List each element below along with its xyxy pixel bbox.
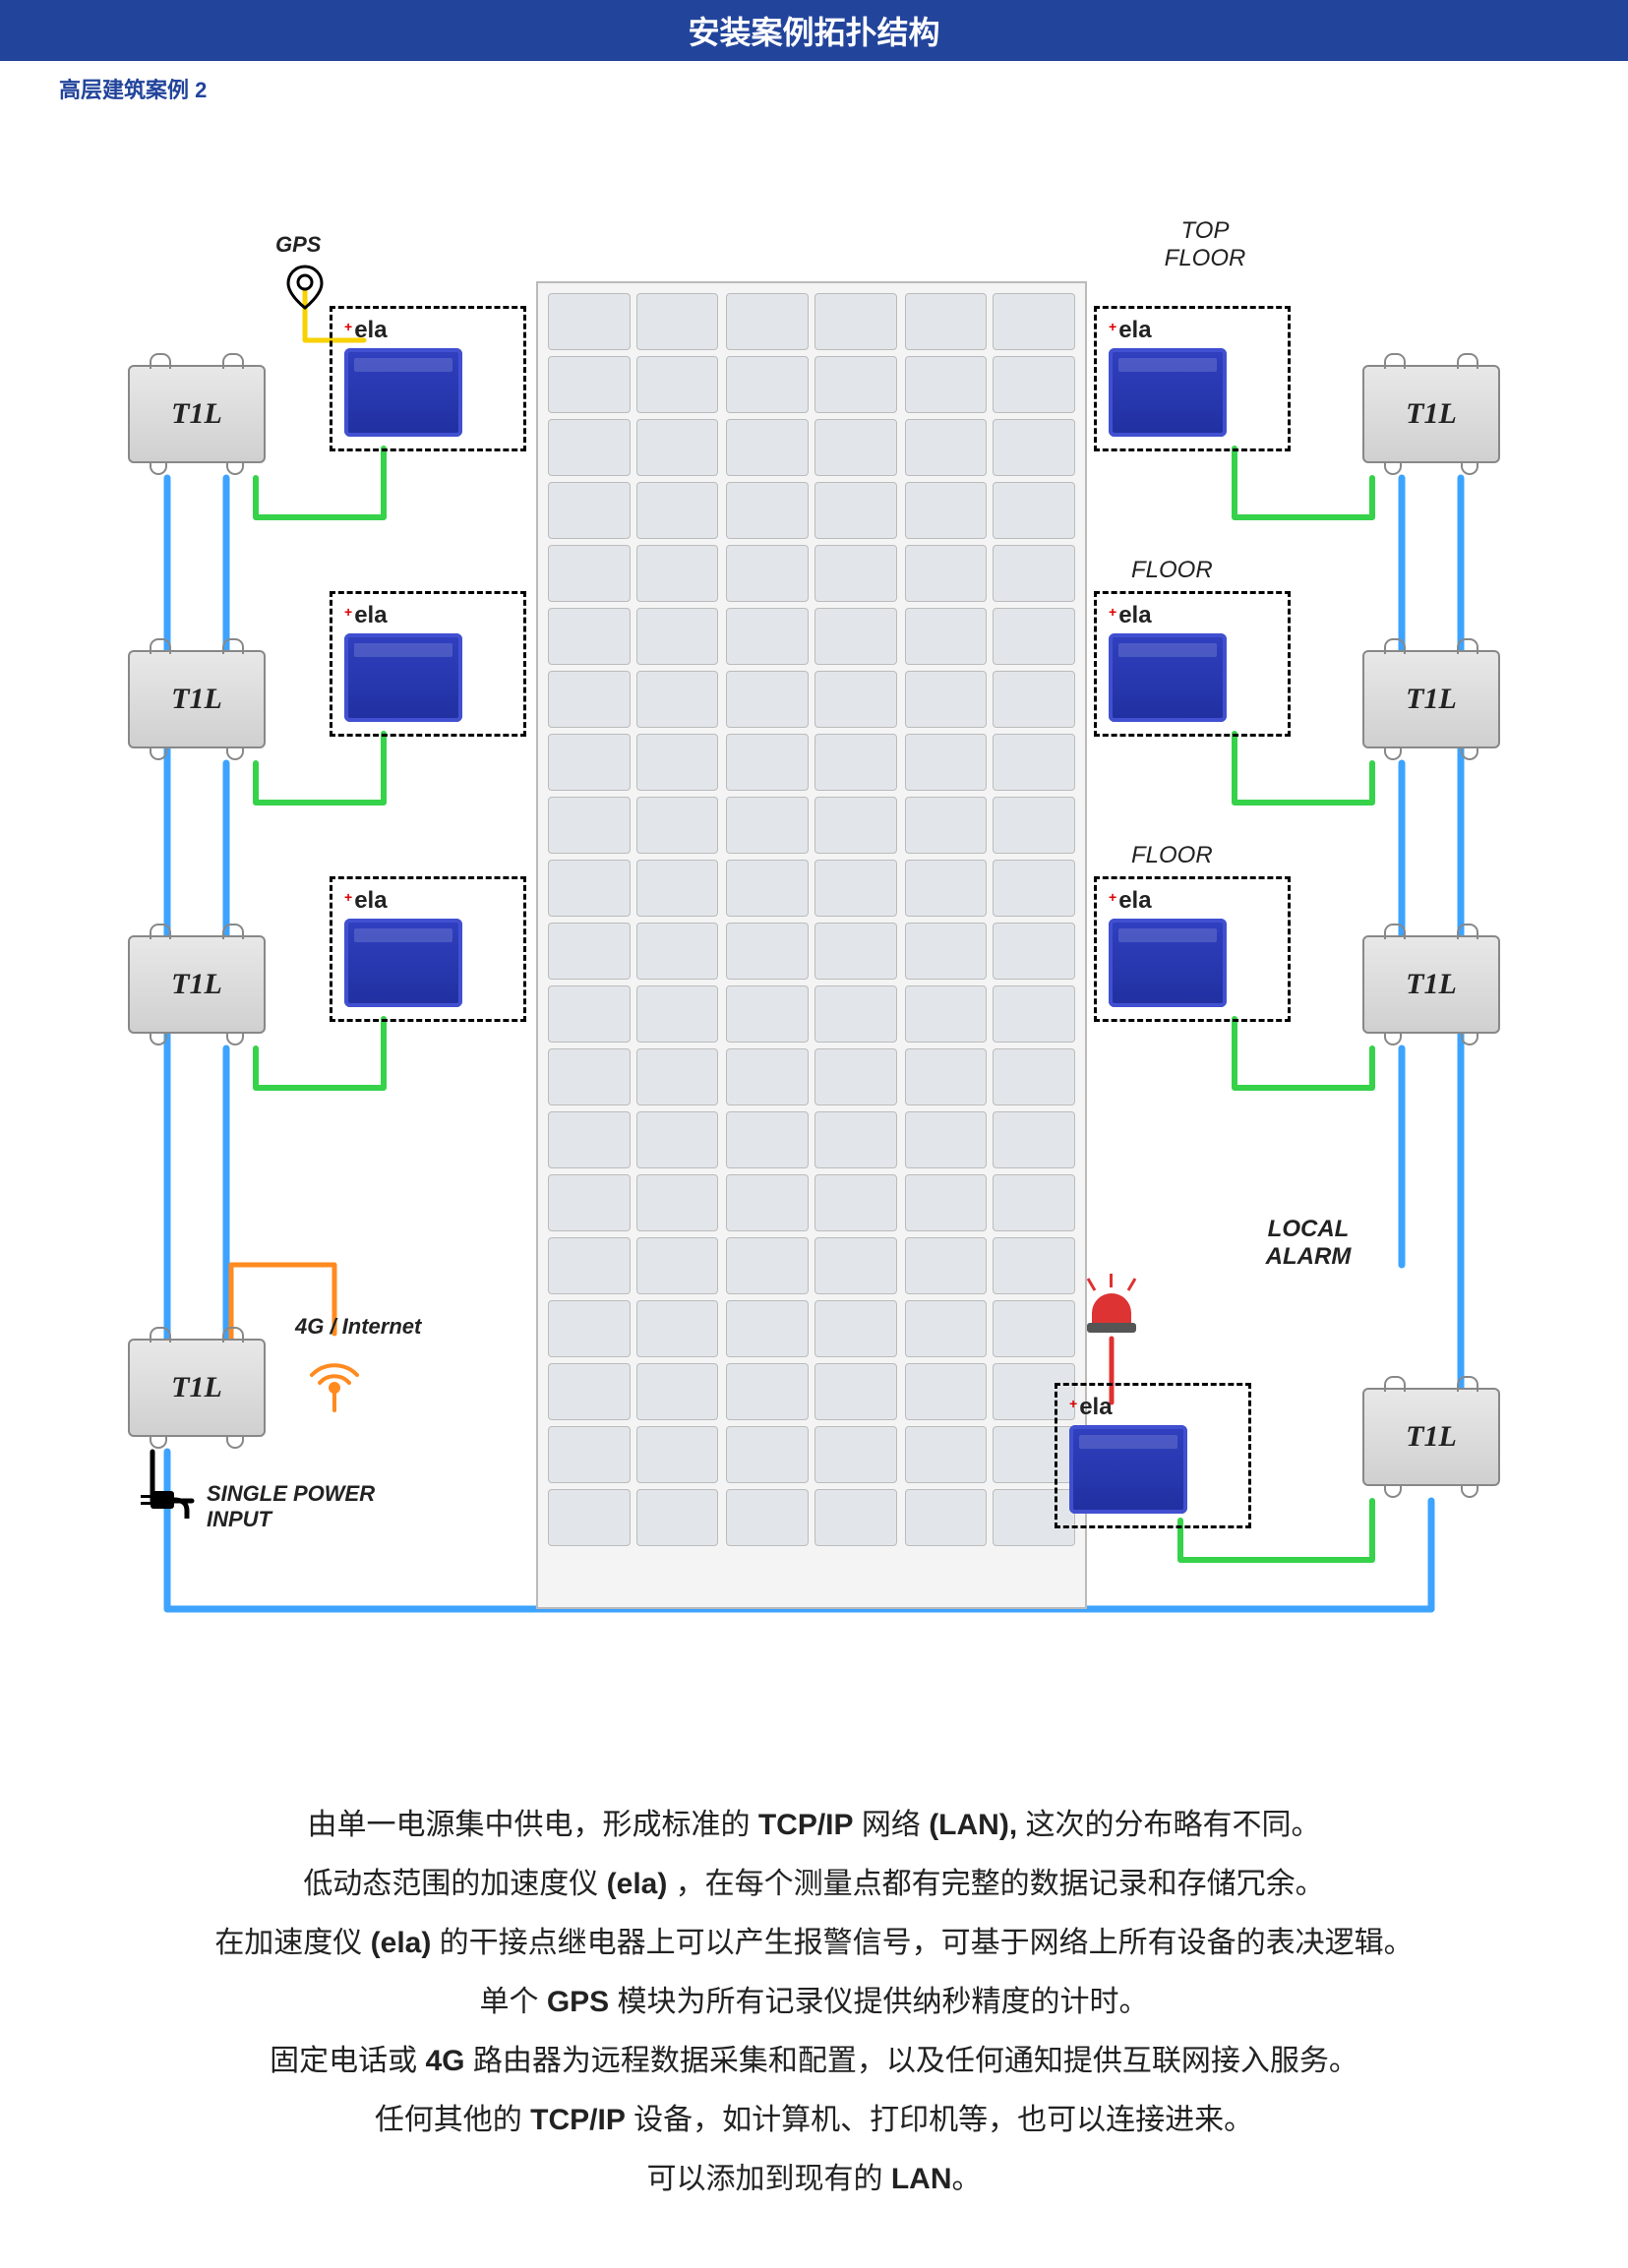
ela-box: +ela: [330, 591, 526, 737]
ela-box: +ela: [330, 306, 526, 451]
ela-sensor-icon: [1109, 919, 1227, 1007]
ela-label: +ela: [344, 887, 512, 915]
ela-sensor-icon: [344, 348, 462, 437]
ela-label: +ela: [1109, 317, 1276, 344]
t1l-box: T1L: [1362, 1388, 1500, 1486]
label-top-floor: TOPFLOOR: [1146, 217, 1264, 272]
t1l-box: T1L: [1362, 650, 1500, 748]
ela-box: +ela: [1094, 306, 1291, 451]
label-power: SINGLE POWERINPUT: [207, 1481, 375, 1532]
ela-label: +ela: [1069, 1394, 1236, 1421]
building: [536, 281, 1087, 1609]
description-text: 由单一电源集中供电，形成标准的 TCP/IP 网络 (LAN), 这次的分布略有…: [126, 1796, 1503, 2209]
t1l-box: T1L: [128, 365, 266, 463]
header-subtitle: 高层建筑案例 2: [0, 61, 1628, 104]
header-title: 安装案例拓扑结构: [0, 0, 1628, 61]
t1l-box: T1L: [1362, 365, 1500, 463]
label-local-alarm: LOCALALARM: [1249, 1216, 1367, 1271]
label-4g: 4G / Internet: [295, 1314, 421, 1340]
ela-sensor-icon: [1069, 1425, 1187, 1514]
ela-sensor-icon: [1109, 633, 1227, 722]
ela-label: +ela: [344, 602, 512, 629]
ela-box: +ela: [1094, 591, 1291, 737]
ela-sensor-icon: [1109, 348, 1227, 437]
ela-box-bottom: +ela: [1055, 1383, 1251, 1528]
t1l-box: T1L: [128, 650, 266, 748]
ela-box: +ela: [1094, 876, 1291, 1022]
gps-icon: [280, 262, 330, 311]
ela-label: +ela: [1109, 887, 1276, 915]
t1l-box: T1L: [128, 1339, 266, 1437]
ela-sensor-icon: [344, 633, 462, 722]
t1l-box: T1L: [128, 935, 266, 1034]
topology-diagram: TOPFLOOR FLOOR FLOOR GPS +ela LOCALALARM…: [0, 104, 1628, 1776]
label-gps: GPS: [275, 232, 321, 258]
label-floor-2: FLOOR: [1131, 842, 1213, 869]
alarm-icon: [1082, 1280, 1141, 1339]
ela-label: +ela: [1109, 602, 1276, 629]
t1l-box: T1L: [1362, 935, 1500, 1034]
ela-box: +ela: [330, 876, 526, 1022]
ela-label: +ela: [344, 317, 512, 344]
label-floor-1: FLOOR: [1131, 557, 1213, 584]
ela-sensor-icon: [344, 919, 462, 1007]
